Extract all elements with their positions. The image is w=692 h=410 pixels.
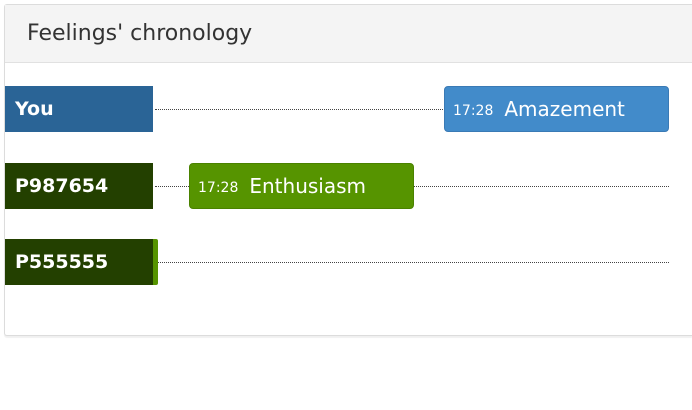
timeline-row-p987654: P987654 17:28 Enthusiasm [5, 163, 692, 209]
participant-label: P555555 [5, 239, 153, 285]
participant-label: You [5, 86, 153, 132]
timeline-row-you: You 17:28 Amazement [5, 86, 692, 132]
event-feeling: Enthusiasm [249, 174, 366, 198]
event-time: 17:28 [198, 179, 239, 196]
feelings-chronology-panel: Feelings' chronology You 17:28 Amazement… [4, 4, 692, 336]
panel-title: Feelings' chronology [27, 21, 253, 46]
event-time: 17:28 [453, 102, 494, 119]
panel-header: Feelings' chronology [5, 5, 692, 63]
timeline-track [155, 262, 669, 263]
timeline-marker[interactable] [153, 239, 158, 285]
event-feeling: Amazement [504, 97, 625, 121]
timeline-row-p555555: P555555 [5, 239, 692, 285]
timeline-track [155, 109, 669, 110]
feeling-event[interactable]: 17:28 Enthusiasm [189, 163, 414, 209]
participant-label: P987654 [5, 163, 153, 209]
feeling-event[interactable]: 17:28 Amazement [444, 86, 669, 132]
